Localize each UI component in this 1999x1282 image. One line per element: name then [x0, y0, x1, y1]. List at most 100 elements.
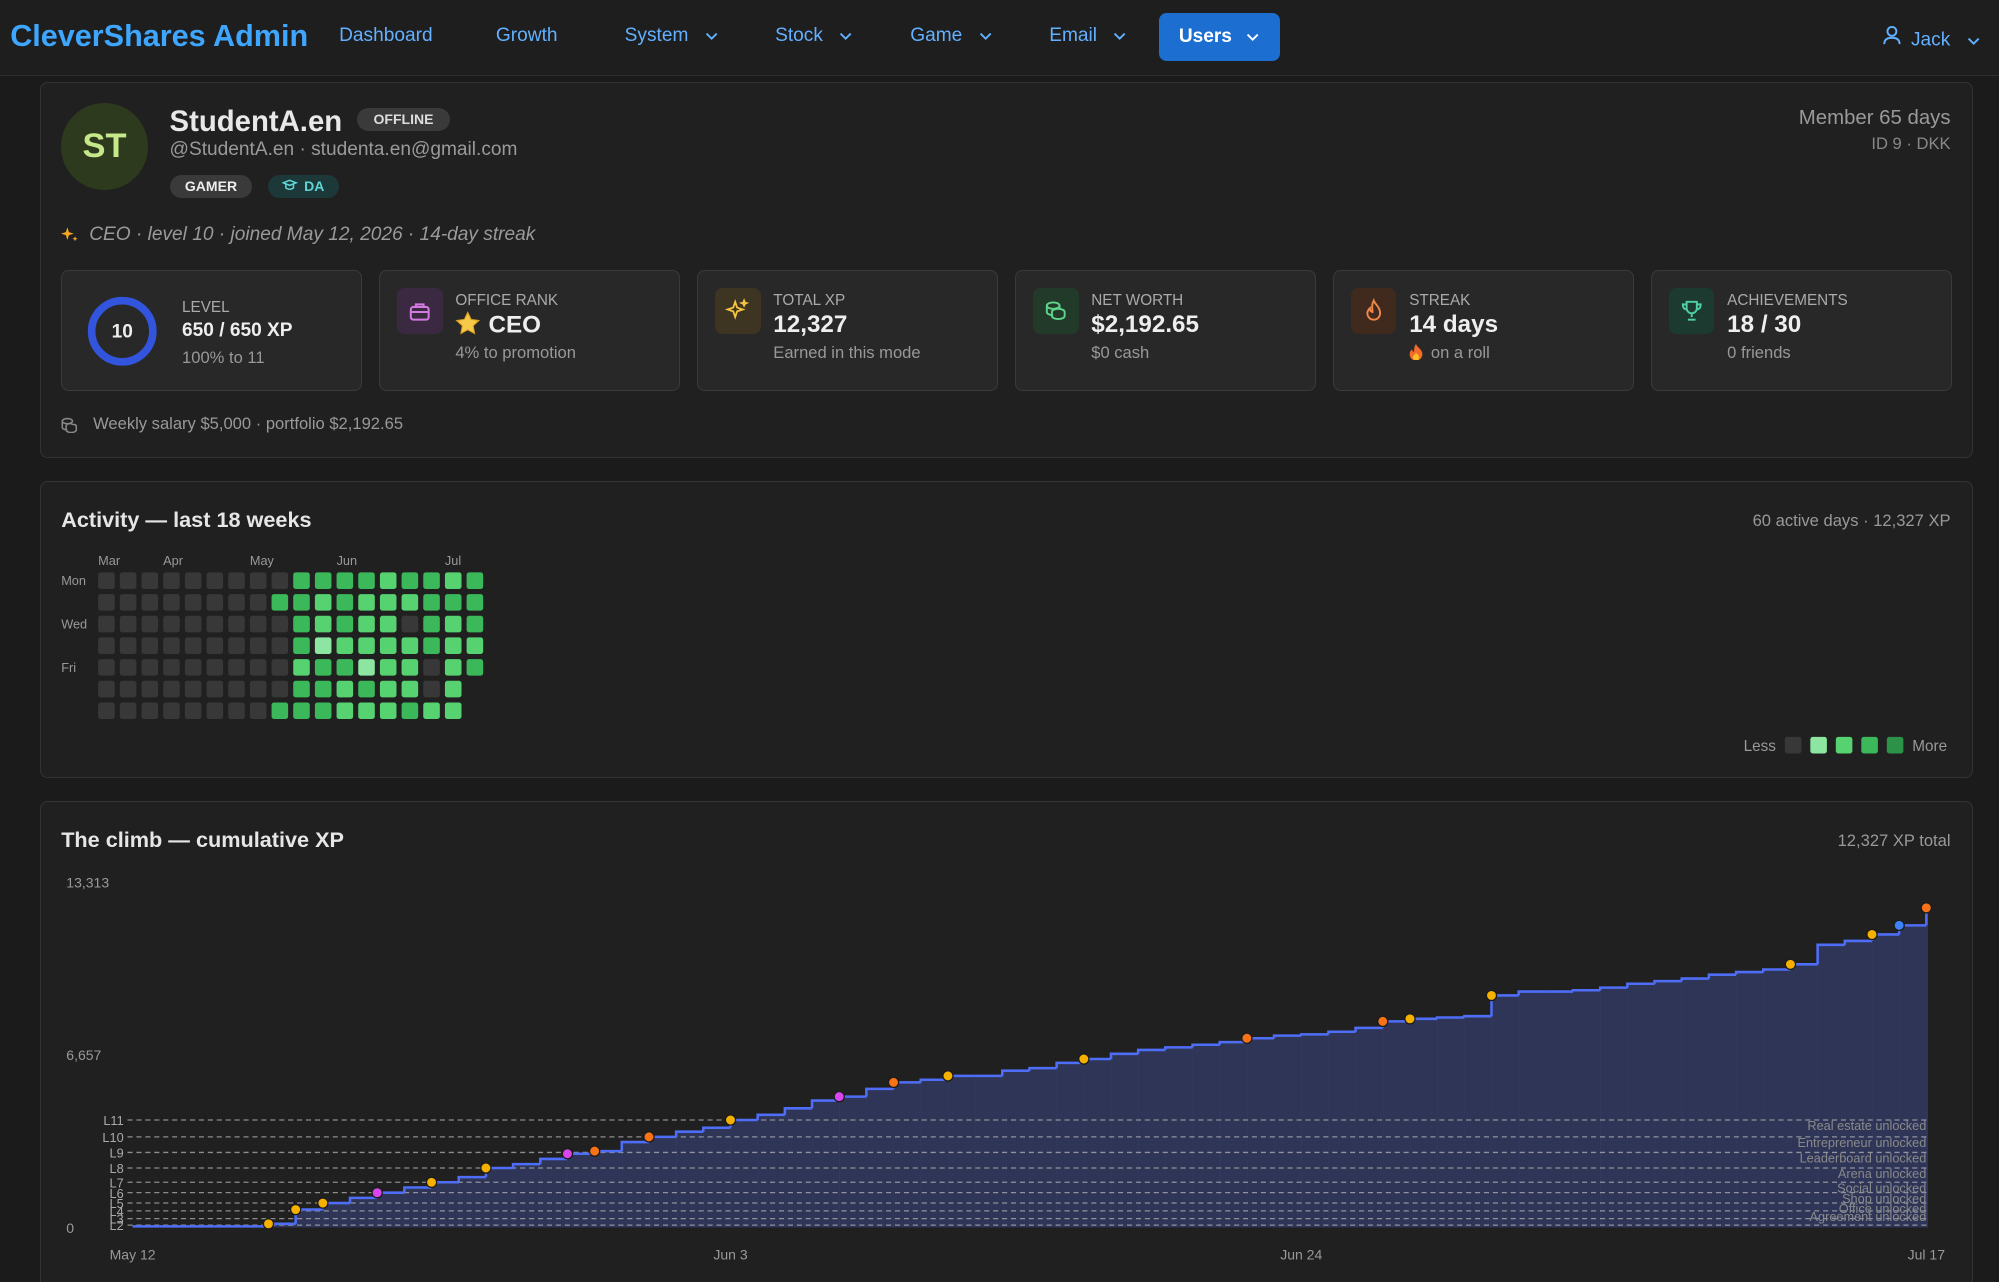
role-badge: DA [267, 174, 340, 198]
stat-sub-text: 4% to promotion [455, 342, 576, 362]
activity-card [39, 480, 1974, 778]
nav-item[interactable]: System [625, 25, 719, 47]
nav-label: Game [910, 25, 963, 47]
nav-item[interactable]: Growth [495, 25, 558, 47]
icon-part [1114, 33, 1126, 41]
nav-label: Stock [775, 25, 823, 47]
avatar: ST [61, 103, 148, 190]
stat-sub-text: Earned in this mode [773, 342, 921, 362]
stat-label: STREAK [1409, 291, 1471, 309]
nav-item[interactable]: Email [1049, 25, 1127, 47]
stat-card: STREAK 14 days on a roll [1333, 270, 1634, 392]
icon-part [840, 33, 852, 41]
user-id: ID 9 · DKK [1871, 133, 1951, 153]
chevron [979, 33, 992, 41]
user-menu[interactable]: Jack [1883, 25, 1981, 51]
stat-value: 14 days [1409, 311, 1498, 339]
user-icon [1883, 26, 1901, 45]
stat-value-text: $2,192.65 [1091, 310, 1199, 338]
icon [724, 298, 749, 320]
nav-item[interactable]: Dashboard [339, 25, 433, 47]
stat-card: 10 LEVEL 650 / 650 XP 100% to 11 [61, 270, 363, 392]
nav-label: Users [1178, 25, 1232, 47]
stat-value: 18 / 30 [1727, 311, 1801, 339]
icon-part [409, 305, 430, 321]
chevron [1967, 37, 1980, 45]
icon-part [61, 226, 78, 241]
sparkle-icon [61, 226, 78, 241]
coins-icon [61, 417, 78, 433]
nav-item-active[interactable]: Users [1158, 12, 1280, 62]
icon-part [1883, 37, 1901, 45]
icon-part [1366, 298, 1381, 321]
stat-label: NET WORTH [1091, 291, 1184, 309]
icon-part [1886, 26, 1898, 38]
icon [409, 303, 430, 321]
icon [1366, 298, 1381, 321]
nav-item[interactable]: Game [910, 25, 993, 47]
stat-sub: 4% to promotion [455, 343, 576, 363]
ring-track [87, 296, 157, 366]
nav-label: System [624, 25, 689, 47]
chevron [840, 33, 852, 41]
cap-icon [281, 179, 299, 191]
stat-icon [1032, 287, 1079, 334]
stat-sub: Earned in this mode [773, 343, 920, 363]
stat-icon [1668, 287, 1715, 334]
stat-label: ACHIEVEMENTS [1727, 291, 1848, 309]
flame-icon [1409, 343, 1423, 361]
stat-sub: $0 cash [1091, 343, 1149, 363]
stat-value-text: 14 days [1409, 310, 1499, 338]
stat-sub: 0 friends [1727, 343, 1791, 363]
stat-card: OFFICE RANK CEO 4% to promotion [379, 270, 680, 392]
stat-sub-text: on a roll [1430, 342, 1490, 362]
stat-sub-text: $0 cash [1091, 342, 1150, 362]
icon-part [979, 33, 992, 41]
stat-card: ACHIEVEMENTS 18 / 30 0 friends [1650, 270, 1952, 392]
chart-title: The climb — cumulative XP [61, 827, 344, 853]
icon-part [410, 303, 429, 314]
icon-part [1681, 300, 1702, 321]
icon-part [281, 179, 299, 191]
chevron [1246, 33, 1259, 41]
icon-part [61, 420, 78, 433]
icon-part [1409, 343, 1423, 361]
stat-value-text: 18 / 30 [1727, 310, 1802, 338]
icon-part [1045, 305, 1066, 320]
ring-label: 10 [111, 322, 132, 343]
role-badge: GAMER [169, 174, 253, 198]
stat-value: $2,192.65 [1091, 311, 1199, 339]
icon-part [1413, 352, 1420, 361]
icon-part [1045, 301, 1061, 310]
brand[interactable]: CleverShares Admin [10, 19, 309, 54]
profile-card [39, 81, 1974, 458]
navbar: CleverShares Admin Dashboard Growth Syst… [0, 0, 1999, 77]
stat-label: LEVEL [182, 299, 230, 317]
nav-label: Email [1049, 25, 1097, 47]
chevron [1114, 33, 1126, 41]
profile-handle: @StudentA.en · studenta.en@gmail.com [169, 138, 518, 160]
badge-label: DA [304, 177, 325, 194]
activity-title: Activity — last 18 weeks [61, 507, 312, 533]
nav-item[interactable]: Stock [775, 25, 853, 47]
stat-value: 12,327 [773, 311, 847, 339]
icon-part [724, 298, 749, 320]
icon-part [1246, 33, 1259, 41]
stat-icon [1350, 287, 1397, 334]
user-name: Jack [1911, 29, 1951, 51]
stat-sub: on a roll [1409, 343, 1490, 363]
stat-sub: 100% to 11 [182, 347, 265, 367]
stat-card: TOTAL XP 12,327 Earned in this mode [697, 270, 998, 392]
chart-subtitle: 12,327 XP total [1837, 831, 1951, 851]
stat-label: TOTAL XP [773, 291, 846, 309]
icon [1681, 300, 1702, 321]
icon-part [61, 417, 74, 425]
stat-icon [714, 287, 761, 334]
icon-part [1967, 37, 1980, 45]
status-badge: OFFLINE [356, 108, 451, 132]
profile-name: StudentA.en [169, 104, 343, 138]
stat-value: CEO [455, 310, 541, 340]
